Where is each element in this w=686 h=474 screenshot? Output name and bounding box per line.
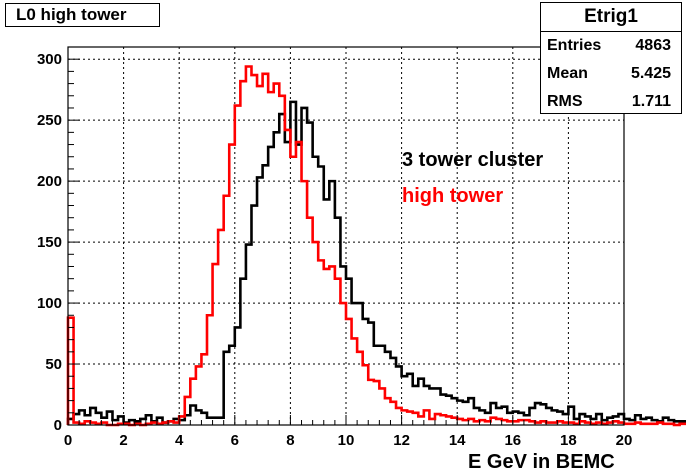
y-tick-label: 150 [37, 234, 62, 251]
x-tick-label: 10 [338, 432, 355, 449]
y-tick-label: 300 [37, 51, 62, 68]
stats-label: RMS [547, 93, 583, 110]
stats-value: 5.425 [630, 65, 671, 82]
grid [68, 47, 624, 425]
series-layer [66, 65, 686, 427]
stats-label: Entries [547, 37, 602, 54]
stats-value: 4863 [635, 37, 671, 54]
histogram-title: L0 high tower [5, 3, 160, 27]
x-tick-label: 0 [64, 432, 72, 449]
x-tick-label: 12 [393, 432, 410, 449]
y-tick-label: 250 [37, 112, 62, 129]
x-tick-label: 4 [175, 432, 184, 449]
x-axis-label: E GeV in BEMC [468, 451, 615, 473]
stats-row-entries: Entries 4863 [541, 32, 681, 60]
y-tick-label: 200 [37, 173, 62, 190]
x-tick-label: 16 [504, 432, 521, 449]
x-tick-label: 6 [231, 432, 239, 449]
x-tick-label: 2 [119, 432, 127, 449]
series-high-tower-line [66, 65, 686, 427]
y-tick-label: 0 [54, 417, 62, 434]
annotation-cluster: 3 tower cluster [402, 149, 544, 171]
annotation-high-tower: high tower [402, 185, 504, 207]
stats-label: Mean [547, 65, 588, 82]
y-tick-label: 50 [45, 356, 62, 373]
x-tick-label: 18 [560, 432, 577, 449]
stats-value: 1.711 [631, 93, 671, 110]
stats-name: Etrig1 [541, 3, 681, 32]
x-tick-label: 14 [449, 432, 466, 449]
stats-row-rms: RMS 1.711 [541, 88, 681, 116]
stats-row-mean: Mean 5.425 [541, 60, 681, 88]
x-tick-label: 20 [616, 432, 633, 449]
x-tick-label: 8 [286, 432, 294, 449]
series-cluster-line [66, 100, 686, 425]
stats-box: Etrig1 Entries 4863 Mean 5.425 RMS 1.711 [540, 2, 682, 114]
y-tick-label: 100 [37, 295, 62, 312]
